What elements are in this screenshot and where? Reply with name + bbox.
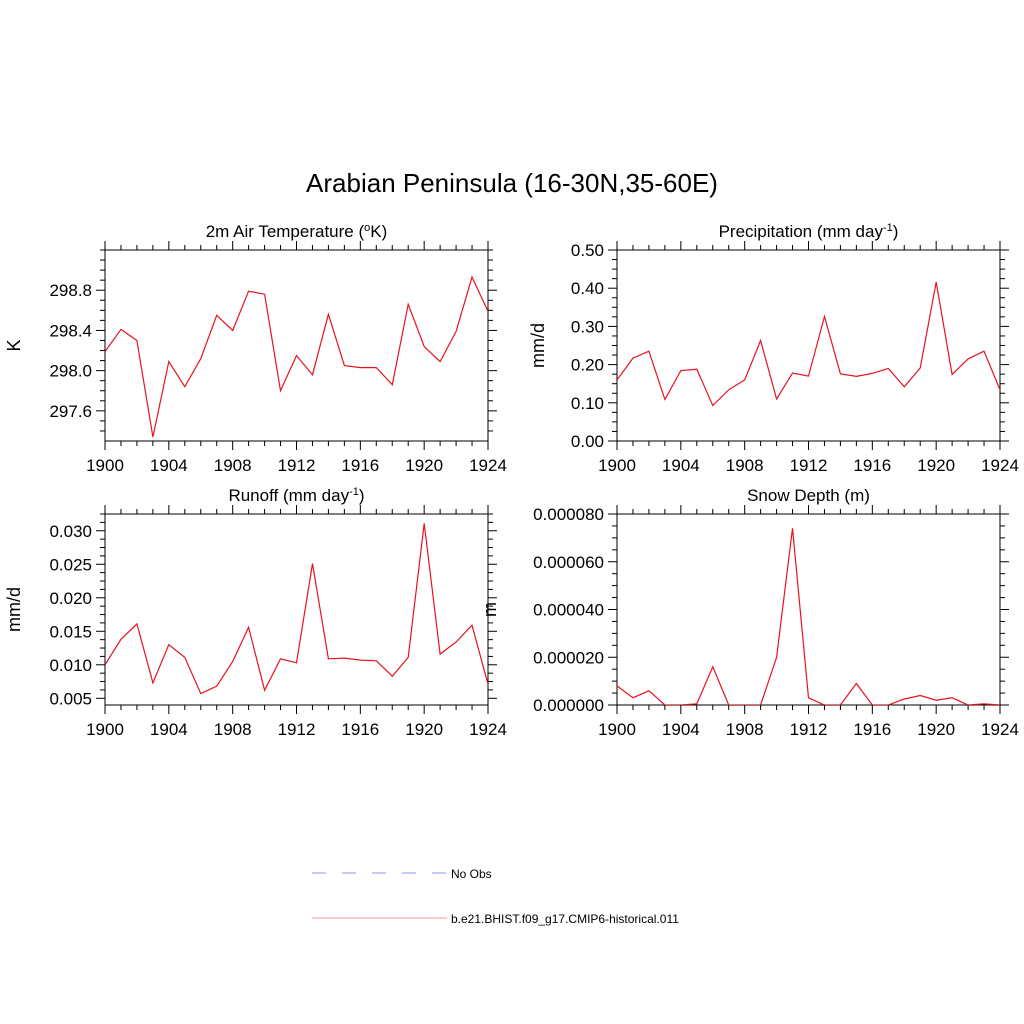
x-tick-label: 1912 [790, 720, 828, 739]
series-line [105, 275, 488, 438]
y-axis-label: mm/d [528, 323, 548, 368]
x-tick-label: 1920 [405, 720, 443, 739]
y-tick-label: 0.010 [49, 656, 92, 675]
panel-title: Runoff (mm day-1) [228, 486, 364, 505]
x-tick-label: 1916 [853, 720, 891, 739]
panel-title: 2m Air Temperature (oK) [206, 222, 388, 241]
y-tick-label: 298.4 [49, 321, 92, 340]
x-tick-label: 1924 [981, 456, 1019, 475]
panel-title-text: K) [370, 222, 387, 241]
x-tick-label: 1904 [150, 456, 188, 475]
x-tick-label: 1900 [598, 720, 636, 739]
x-tick-label: 1900 [86, 720, 124, 739]
plot-frame [616, 513, 1001, 706]
panel-title: Precipitation (mm day-1) [719, 222, 899, 241]
panel-title-text: 2m Air Temperature ( [206, 222, 365, 241]
y-axis-label: K [4, 339, 24, 351]
panel-title-superscript: -1 [349, 486, 359, 498]
y-tick-label: 0.30 [571, 317, 604, 336]
x-tick-label: 1920 [405, 456, 443, 475]
x-tick-label: 1920 [917, 456, 955, 475]
x-tick-label: 1908 [214, 720, 252, 739]
y-tick-label: 0.000040 [533, 601, 604, 620]
panel-title: Snow Depth (m) [747, 486, 870, 505]
y-axis-label: mm/d [4, 587, 24, 632]
y-tick-label: 0.005 [49, 689, 92, 708]
x-tick-label: 1924 [981, 720, 1019, 739]
panel-title-text: ) [359, 486, 365, 505]
chart-panel: Precipitation (mm day-1) mm/d 1900 1904 1908… [528, 222, 1019, 475]
y-tick-label: 0.025 [49, 555, 92, 574]
x-tick-label: 1900 [598, 456, 636, 475]
x-tick-label: 1924 [469, 720, 507, 739]
x-tick-label: 1912 [278, 720, 316, 739]
y-tick-label: 0.020 [49, 589, 92, 608]
y-tick-label: 0.030 [49, 522, 92, 541]
plot-frame [616, 249, 1001, 442]
plot-frame [104, 513, 489, 706]
series-line [105, 523, 488, 695]
y-tick-label: 297.6 [49, 402, 92, 421]
x-tick-label: 1916 [853, 456, 891, 475]
y-tick-label: 298.0 [49, 362, 92, 381]
y-axis-label: m [480, 602, 500, 617]
x-tick-label: 1908 [726, 456, 764, 475]
panel-title-text: Precipitation (mm day [719, 222, 884, 241]
y-tick-label: 0.50 [571, 241, 604, 260]
legend-label: No Obs [451, 867, 492, 881]
panel-title-text: Snow Depth (m) [747, 486, 870, 505]
y-tick-label: 0.000020 [533, 648, 604, 667]
chart-panel: 2m Air Temperature (oK) K 1900 1904 1908 1912… [4, 222, 507, 475]
x-tick-label: 1908 [214, 456, 252, 475]
x-tick-label: 1912 [790, 456, 828, 475]
x-tick-label: 1908 [726, 720, 764, 739]
y-tick-label: 0.000060 [533, 553, 604, 572]
x-tick-label: 1900 [86, 456, 124, 475]
x-tick-label: 1904 [150, 720, 188, 739]
panel-title-text: Runoff (mm day [228, 486, 349, 505]
legend-label: b.e21.BHIST.f09_g17.CMIP6-historical.011 [451, 912, 679, 926]
x-tick-label: 1912 [278, 456, 316, 475]
series-line [617, 281, 1000, 407]
chart-panel: Snow Depth (m) m 1900 1904 1908 1912 1916 1920 1… [480, 486, 1019, 739]
y-tick-label: 0.10 [571, 394, 604, 413]
legend: No Obs b.e21.BHIST.f09_g17.CMIP6-historic… [312, 867, 679, 926]
series-line [617, 528, 1000, 705]
y-tick-label: 0.000000 [533, 696, 604, 715]
y-tick-label: 0.00 [571, 432, 604, 451]
y-tick-label: 0.20 [571, 356, 604, 375]
x-tick-label: 1904 [662, 456, 700, 475]
x-tick-label: 1920 [917, 720, 955, 739]
chart-panel: Runoff (mm day-1) mm/d 1900 1904 1908 1912 191… [4, 486, 507, 739]
figure-title: Arabian Peninsula (16-30N,35-60E) [306, 168, 718, 198]
x-tick-label: 1916 [341, 720, 379, 739]
y-tick-label: 0.000080 [533, 505, 604, 524]
x-tick-label: 1916 [341, 456, 379, 475]
panel-title-superscript: -1 [883, 222, 893, 234]
plot-frame [104, 249, 489, 442]
panel-title-superscript: o [364, 222, 370, 234]
panel-title-text: ) [893, 222, 899, 241]
x-tick-label: 1904 [662, 720, 700, 739]
y-tick-label: 0.40 [571, 279, 604, 298]
y-tick-label: 298.8 [49, 281, 92, 300]
x-tick-label: 1924 [469, 456, 507, 475]
y-tick-label: 0.015 [49, 622, 92, 641]
